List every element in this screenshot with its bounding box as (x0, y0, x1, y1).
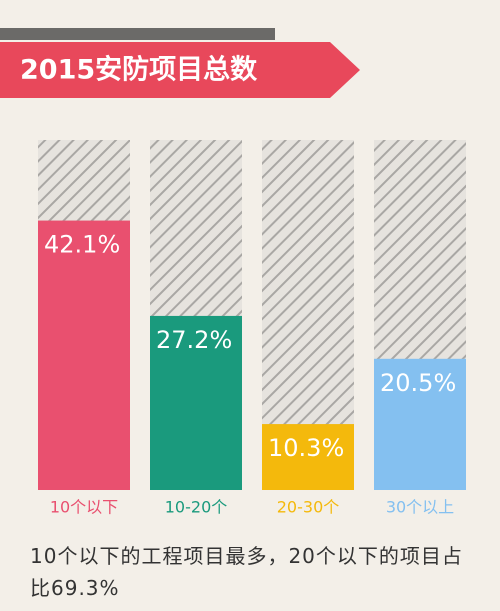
bar (374, 358, 466, 490)
category-label: 20-30个 (277, 498, 340, 517)
value-label: 10.3% (268, 434, 344, 462)
bar (38, 220, 130, 490)
category-label: 30个以上 (386, 498, 454, 517)
bar (262, 424, 354, 490)
value-label: 42.1% (44, 231, 120, 259)
value-label: 27.2% (156, 326, 232, 354)
title-banner (0, 42, 360, 98)
note: 10个以下的工程项目最多，20个以下的项目占比69.3% (30, 544, 463, 600)
category-label: 10-20个 (165, 498, 228, 517)
category-label: 10个以下 (50, 498, 118, 517)
bar (150, 315, 242, 490)
chart-title: 2015安防项目总数 (20, 55, 258, 86)
value-label: 20.5% (380, 369, 456, 397)
top-strip (0, 28, 275, 40)
